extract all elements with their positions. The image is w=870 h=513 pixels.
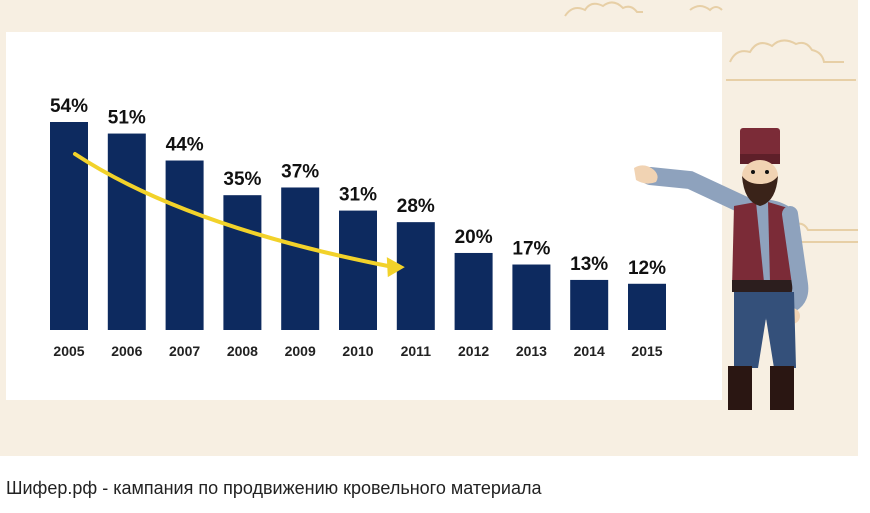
video-caption[interactable]: Шифер.рф - кампания по продвижению крове…: [6, 478, 542, 498]
value-label: 54%: [50, 96, 88, 117]
value-label: 12%: [628, 258, 666, 279]
bar-2006: [107, 133, 146, 330]
bar-2011: [396, 222, 435, 330]
x-tick-label: 2009: [285, 343, 316, 359]
bar-2013: [512, 264, 551, 330]
value-label: 31%: [339, 185, 377, 206]
bar-2012: [454, 252, 493, 330]
x-tick-label: 2011: [401, 343, 432, 359]
value-label: 37%: [281, 161, 319, 182]
x-tick-label: 2013: [516, 343, 547, 359]
x-tick-label: 2006: [111, 343, 142, 359]
x-tick-label: 2007: [169, 343, 200, 359]
value-label: 28%: [397, 196, 435, 217]
bar-2015: [628, 283, 666, 330]
chart-board: 54% 51% 44% 35% 37% 31% 28% 20% 17% 13% 12% 2005 20…: [6, 32, 722, 400]
value-label: 51%: [108, 108, 146, 129]
presenter-character: [634, 128, 809, 410]
value-label: 35%: [223, 169, 261, 190]
bar-2005: [50, 122, 88, 330]
x-tick-label: 2014: [574, 343, 605, 359]
trend-arrow: [73, 152, 391, 269]
value-label: 13%: [570, 254, 608, 275]
bar-2008: [223, 195, 262, 330]
x-tick-label: 2010: [342, 343, 373, 359]
bar-chart: 54% 51% 44% 35% 37% 31% 28% 20% 17% 13% 12% 2005 20…: [50, 96, 666, 359]
x-tick-label: 2005: [53, 343, 84, 359]
bar-2007: [165, 160, 204, 330]
value-label: 20%: [455, 227, 493, 248]
video-frame[interactable]: 54% 51% 44% 35% 37% 31% 28% 20% 17% 13% 12% 2005 20…: [0, 0, 858, 456]
bar-2009: [281, 187, 320, 330]
bar-2010: [339, 210, 377, 330]
x-tick-label: 2008: [227, 343, 258, 359]
x-tick-label: 2012: [458, 343, 489, 359]
x-tick-label: 2015: [631, 343, 662, 359]
trend-arrow-head: [386, 257, 405, 278]
value-label: 44%: [166, 135, 204, 156]
bar-2014: [570, 279, 609, 330]
value-label: 17%: [512, 239, 550, 260]
